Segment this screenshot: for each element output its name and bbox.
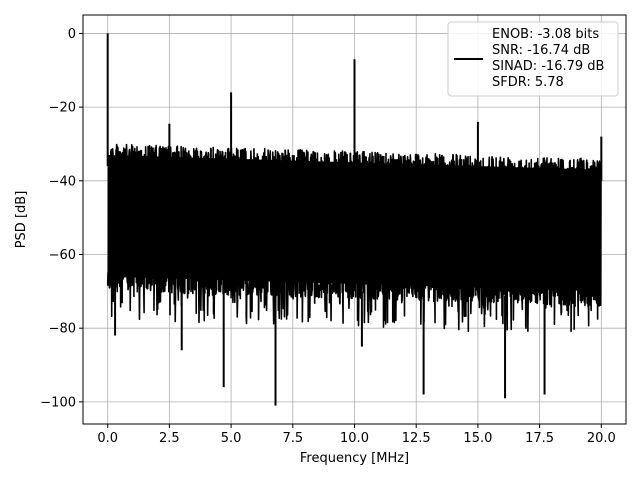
y-tick-label: 0 bbox=[68, 27, 76, 42]
x-tick-label: 0.0 bbox=[97, 431, 118, 446]
noise-band bbox=[107, 155, 602, 292]
legend-entry: SFDR: 5.78 bbox=[492, 75, 564, 90]
x-tick-label: 10.0 bbox=[340, 431, 369, 446]
y-tick-label: −20 bbox=[49, 101, 76, 116]
y-tick-label: −40 bbox=[49, 174, 76, 189]
plot-area bbox=[106, 33, 603, 406]
y-axis-label: PSD [dB] bbox=[14, 191, 29, 249]
x-tick-label: 17.5 bbox=[525, 431, 554, 446]
x-axis-ticks: 0.0 2.5 5.0 7.5 10.0 12.5 15.0 17.5 20.0 bbox=[97, 424, 616, 446]
x-tick-label: 20.0 bbox=[587, 431, 616, 446]
x-tick-label: 2.5 bbox=[159, 431, 180, 446]
y-tick-label: −80 bbox=[49, 322, 76, 337]
x-tick-label: 7.5 bbox=[282, 431, 303, 446]
legend-entry: SNR: -16.74 dB bbox=[492, 43, 590, 58]
y-tick-label: −100 bbox=[40, 395, 76, 410]
x-axis-label: Frequency [MHz] bbox=[300, 451, 409, 466]
x-tick-label: 12.5 bbox=[402, 431, 431, 446]
legend-entry: ENOB: -3.08 bits bbox=[492, 27, 599, 42]
x-tick-label: 15.0 bbox=[463, 431, 492, 446]
y-tick-label: −60 bbox=[49, 248, 76, 263]
y-axis-ticks: 0 −20 −40 −60 −80 −100 bbox=[40, 27, 83, 410]
x-tick-label: 5.0 bbox=[221, 431, 242, 446]
legend-box bbox=[447, 21, 619, 97]
legend-entry: SINAD: -16.79 dB bbox=[492, 59, 604, 74]
